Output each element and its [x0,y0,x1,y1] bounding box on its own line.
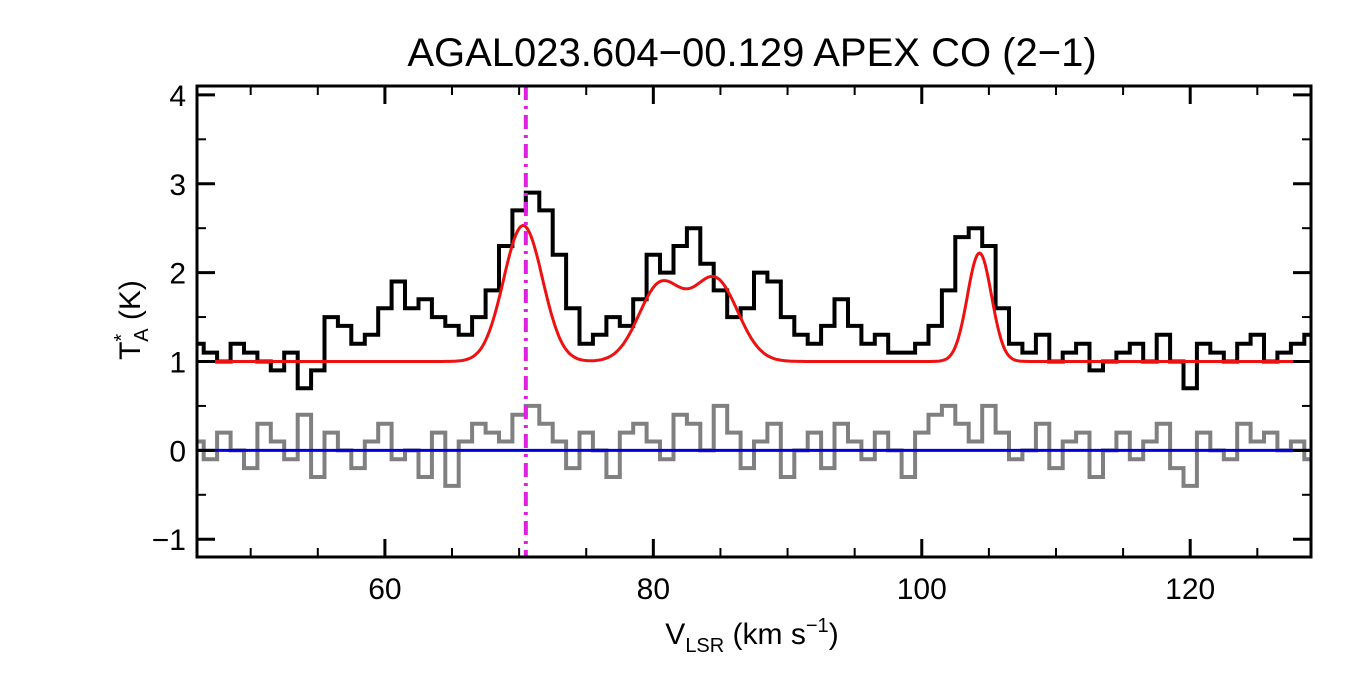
gaussian-fit-line [197,223,1311,363]
x-tick-label: 80 [637,573,670,606]
x-tick-label: 60 [368,573,401,606]
x-tick-label: 100 [897,573,947,606]
x-axis-label: VLSR (km s−1) [665,615,838,657]
y-axis-ticks: −1 0 1 2 3 4 [152,80,1311,557]
svg-text:T*A (K): T*A (K) [111,280,153,360]
x-axis-label-unit-suffix: ) [829,618,839,651]
y-axis-label-subscript: A [131,328,153,342]
y-tick-label: −1 [152,524,186,557]
observed-spectrum-line [197,190,1311,391]
y-axis-label-main: T [114,342,147,360]
y-tick-label: 3 [169,169,186,202]
x-tick-label: 120 [1165,573,1215,606]
y-tick-label: 2 [169,258,186,291]
y-tick-label: 0 [169,435,186,468]
residual-spectrum-line [197,403,1311,488]
x-axis-label-main: V [665,618,685,651]
svg-text:VLSR (km s−1): VLSR (km s−1) [665,615,838,657]
plot-frame [195,84,1313,559]
y-axis-label-unit: (K) [114,280,147,328]
y-tick-label: 1 [169,346,186,379]
x-axis-ticks: 60 80 100 120 [249,86,1259,606]
y-axis-label-superscript: * [111,334,133,342]
y-axis-label: T*A (K) [111,280,153,360]
x-axis-label-superscript: −1 [806,615,829,637]
x-axis-label-unit-prefix: (km s [724,618,806,651]
chart-title: AGAL023.604−00.129 APEX CO (2−1) [407,31,1096,75]
plot-area: 60 80 100 120 −1 0 1 2 3 4 [152,80,1313,606]
plot-series-group [197,190,1311,488]
x-axis-label-subscript: LSR [685,635,724,657]
y-tick-label: 4 [169,80,186,113]
